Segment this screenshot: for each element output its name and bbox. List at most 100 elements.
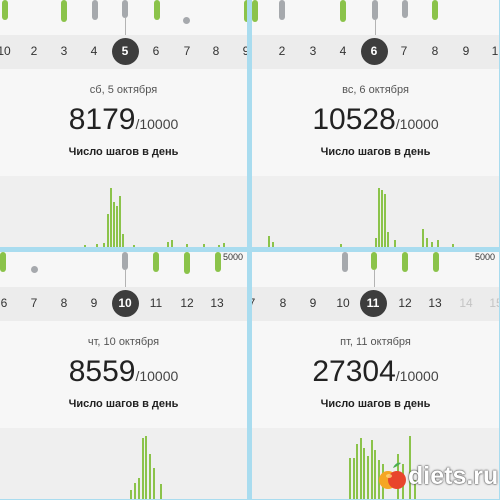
date-strip[interactable]: 10 2 3 4 5 6 7 8 9 bbox=[0, 35, 247, 69]
date-item[interactable]: 7 bbox=[183, 44, 191, 58]
day-bar-selected bbox=[372, 0, 378, 20]
day-bar bbox=[244, 0, 247, 22]
date-item[interactable]: 12 bbox=[398, 296, 412, 310]
date-item[interactable]: 8 bbox=[431, 44, 439, 58]
date-item-selected[interactable]: 6 bbox=[370, 44, 378, 58]
date-item[interactable]: 2 bbox=[30, 44, 38, 58]
date-item-future[interactable]: 14 bbox=[459, 296, 473, 310]
histogram-svg bbox=[84, 188, 225, 247]
day-bar-selected bbox=[122, 252, 128, 270]
date-item[interactable]: 6 bbox=[0, 296, 8, 310]
selected-day-circle bbox=[111, 38, 139, 65]
watermark: diets.ru bbox=[378, 460, 500, 496]
date-item[interactable]: 3 bbox=[309, 44, 317, 58]
date-item[interactable]: 7 bbox=[30, 296, 38, 310]
steps-caption: Число шагов в день bbox=[320, 398, 431, 410]
day-bar bbox=[184, 252, 190, 274]
date-item[interactable]: 2 bbox=[278, 44, 286, 58]
day-bar bbox=[0, 252, 6, 272]
date-item-future[interactable]: 15 bbox=[489, 296, 499, 310]
selection-pointer bbox=[374, 270, 375, 287]
day-bar bbox=[342, 252, 348, 272]
date-item[interactable]: 8 bbox=[279, 296, 287, 310]
date-item[interactable]: 7 bbox=[252, 296, 267, 310]
day-bar bbox=[340, 0, 346, 22]
step-count: 27304/10000 bbox=[252, 355, 499, 389]
steps-goal: /10000 bbox=[135, 368, 179, 384]
date-item[interactable]: 6 bbox=[152, 44, 160, 58]
date-item[interactable]: 3 bbox=[60, 44, 68, 58]
day-bar bbox=[402, 0, 408, 18]
day-dot bbox=[31, 266, 38, 273]
date-label: вс, 6 октября bbox=[342, 84, 409, 96]
weekly-bars bbox=[252, 0, 499, 35]
date-item[interactable]: 10 bbox=[336, 296, 350, 310]
day-bar-selected bbox=[371, 252, 377, 270]
day-panel-oct-6: 2 3 4 5 6 7 8 9 1 вс, 6 октября 10528/10… bbox=[252, 0, 499, 247]
apple-logo-icon bbox=[379, 462, 406, 489]
histogram-svg bbox=[130, 436, 162, 499]
day-panel-oct-11: 5000 7 8 9 10 11 12 13 14 15 пт, 11 октя… bbox=[252, 252, 499, 499]
date-strip[interactable]: 2 3 4 5 6 7 8 9 1 bbox=[252, 35, 499, 69]
steps-value: 8559 bbox=[68, 355, 136, 388]
selected-day-circle bbox=[111, 290, 139, 317]
steps-caption: Число шагов в день bbox=[68, 146, 179, 158]
hourly-histogram bbox=[0, 428, 247, 499]
date-item[interactable]: 13 bbox=[428, 296, 442, 310]
day-bar bbox=[433, 252, 439, 272]
selection-pointer bbox=[125, 270, 126, 287]
steps-goal: /10000 bbox=[395, 116, 439, 132]
date-item[interactable]: 8 bbox=[212, 44, 220, 58]
date-strip[interactable]: 6 7 8 9 10 11 12 13 bbox=[0, 287, 247, 321]
day-bar bbox=[279, 0, 285, 20]
date-strip[interactable]: 7 8 9 10 11 12 13 14 15 bbox=[252, 287, 499, 321]
watermark-text: diets.ru bbox=[408, 462, 499, 490]
steps-value: 10528 bbox=[312, 103, 396, 136]
date-item[interactable]: 4 bbox=[90, 44, 98, 58]
day-bar bbox=[252, 0, 258, 22]
steps-caption: Число шагов в день bbox=[68, 398, 179, 410]
selected-day-circle bbox=[360, 38, 388, 65]
day-bar bbox=[153, 252, 159, 272]
day-bar bbox=[2, 0, 8, 20]
date-item[interactable]: 8 bbox=[60, 296, 68, 310]
day-bar bbox=[61, 0, 67, 22]
date-item[interactable]: 10 bbox=[0, 44, 11, 58]
date-item-selected[interactable]: 10 bbox=[118, 296, 132, 310]
hourly-histogram bbox=[0, 176, 247, 247]
day-bar bbox=[215, 252, 221, 272]
date-item-selected[interactable]: 5 bbox=[121, 44, 129, 58]
step-count: 10528/10000 bbox=[252, 103, 499, 137]
date-item[interactable]: 11 bbox=[149, 296, 163, 310]
selection-pointer bbox=[125, 18, 126, 35]
date-item[interactable]: 9 bbox=[462, 44, 470, 58]
step-count: 8559/10000 bbox=[0, 355, 247, 389]
weekly-bars: 5000 bbox=[252, 252, 499, 287]
selected-day-circle bbox=[359, 290, 387, 317]
date-item[interactable]: 12 bbox=[180, 296, 194, 310]
day-bar bbox=[432, 0, 438, 20]
day-bar bbox=[402, 252, 408, 272]
day-dot bbox=[183, 17, 190, 24]
date-item[interactable]: 13 bbox=[210, 296, 224, 310]
date-label: сб, 5 октября bbox=[89, 84, 158, 96]
scale-label: 5000 bbox=[474, 252, 495, 262]
steps-value: 27304 bbox=[312, 355, 396, 388]
weekly-bars bbox=[0, 0, 247, 35]
steps-value: 8179 bbox=[68, 103, 136, 136]
date-item[interactable]: 7 bbox=[400, 44, 408, 58]
day-bar bbox=[92, 0, 98, 20]
date-label: чт, 10 октября bbox=[87, 336, 160, 348]
selection-pointer bbox=[375, 20, 376, 35]
hourly-histogram bbox=[252, 176, 499, 247]
steps-goal: /10000 bbox=[395, 368, 439, 384]
weekly-bars: 5000 bbox=[0, 252, 247, 287]
day-bar-selected bbox=[122, 0, 128, 18]
date-item[interactable]: 1 bbox=[491, 44, 499, 58]
date-item[interactable]: 9 bbox=[90, 296, 98, 310]
date-item[interactable]: 4 bbox=[339, 44, 347, 58]
date-item[interactable]: 9 bbox=[309, 296, 317, 310]
date-item[interactable]: 9 bbox=[242, 44, 247, 58]
day-bar bbox=[154, 0, 160, 20]
date-item-selected[interactable]: 11 bbox=[366, 296, 380, 310]
